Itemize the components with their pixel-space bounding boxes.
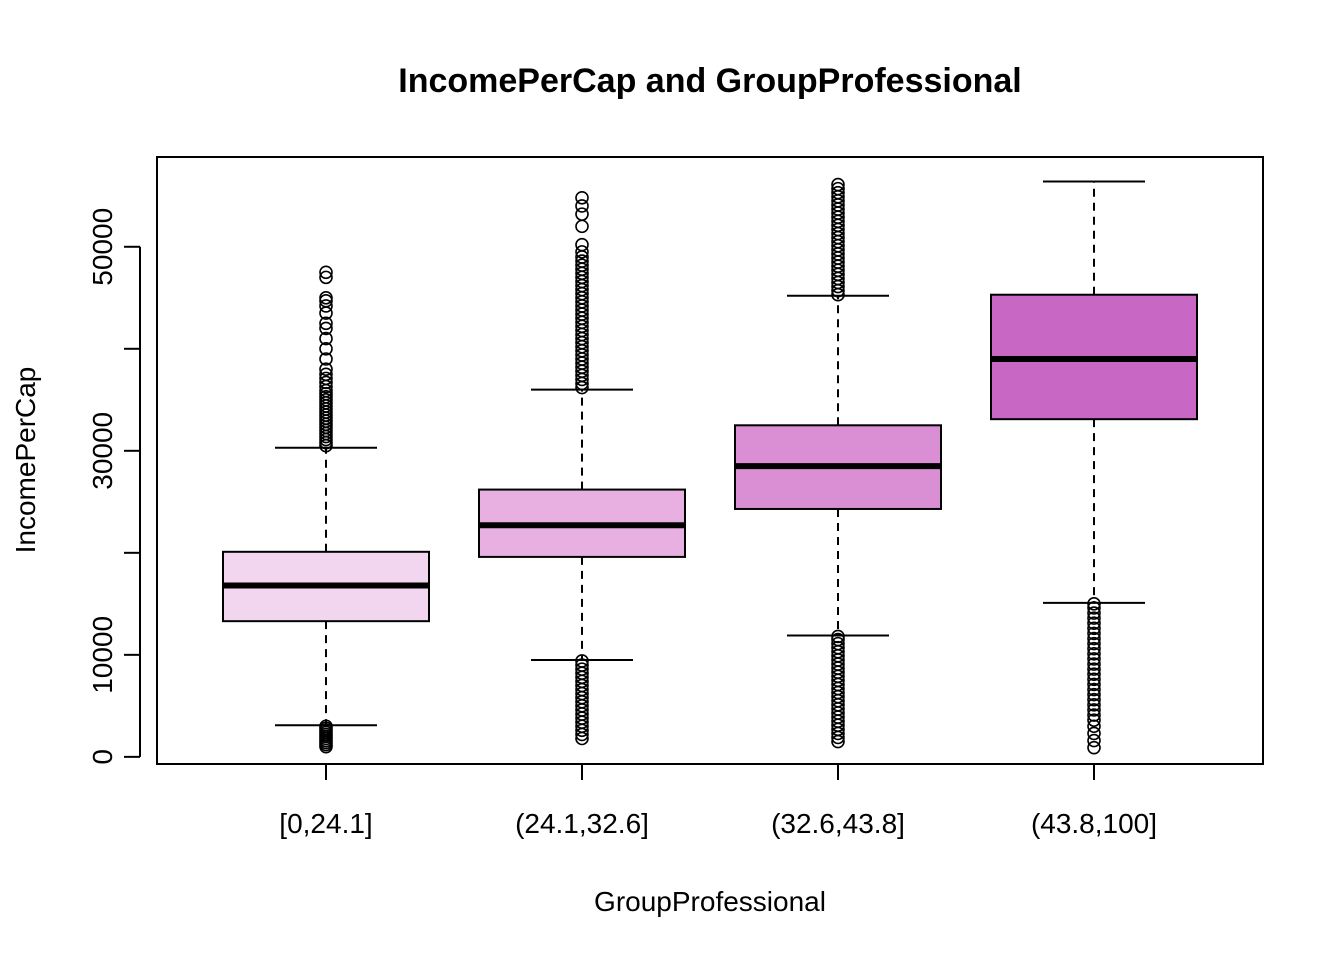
outlier-point [319,316,333,331]
y-tick-label: 0 [87,749,118,765]
outlier-point [1087,621,1101,636]
outlier-point [319,270,333,285]
outlier-point [1087,662,1101,676]
x-tick-label: (24.1,32.6] [515,808,649,839]
outlier-point [831,177,845,192]
outlier-point [1087,626,1101,641]
outlier-point [1087,677,1101,692]
x-tick-label: [0,24.1] [279,808,372,839]
outlier-point [1087,703,1101,717]
outlier-point [319,265,333,280]
outlier-point [1087,682,1101,697]
outlier-point [319,290,333,305]
y-axis: 0 10000 30000 50000 [87,208,141,765]
x-axis: [0,24.1] (24.1,32.6] (32.6,43.8] (43.8,100] [279,763,1157,839]
outlier-point [575,207,589,221]
outlier-point [319,321,333,336]
outlier-point [1087,740,1101,755]
box-1 [222,265,430,754]
outlier-point [1087,647,1101,661]
x-tick-label: (43.8,100] [1031,808,1157,839]
outlier-point [1087,606,1101,620]
x-axis-label: GroupProfessional [594,886,826,917]
y-tick-label: 10000 [87,616,118,694]
outlier-point [1087,672,1101,687]
outlier-point [1087,616,1101,631]
box-4 [990,180,1198,755]
outlier-point [575,654,589,668]
outlier-point [1087,708,1101,722]
outlier-point [319,375,333,390]
outlier-point [575,662,589,676]
outlier-point [575,191,589,205]
y-tick-label: 50000 [87,208,118,286]
outlier-point [575,258,589,272]
outlier-point [1087,631,1101,646]
outlier-point [1087,652,1101,666]
outlier-point [319,341,333,356]
y-axis-label: IncomePerCap [10,367,41,554]
outlier-point [831,185,845,200]
y-tick-label: 30000 [87,412,118,490]
outlier-point [319,362,333,376]
outlier-point [1087,636,1101,651]
outlier-point [1087,698,1101,712]
outlier-point [319,367,333,382]
outlier-point [575,658,589,672]
outlier-point [1087,687,1101,702]
outlier-point [1087,601,1101,615]
box-3 [734,177,942,749]
outlier-point [575,254,589,268]
outlier-point [1087,713,1101,727]
box-2 [478,191,686,746]
outlier-point [319,371,333,386]
outlier-point [1087,692,1101,707]
outlier-point [831,629,845,644]
outlier-point [319,352,333,366]
outlier-point [1087,726,1101,741]
outlier-point [319,299,333,313]
outlier-point [1087,667,1101,682]
outlier-point [831,181,845,196]
outlier-point [1087,733,1101,748]
outlier-point [575,219,589,234]
outlier-point [575,237,589,252]
outlier-point [1087,597,1101,611]
outlier-point [1087,641,1101,656]
x-tick-label: (32.6,43.8] [771,808,905,839]
outlier-point [1087,611,1101,625]
outlier-point [831,636,845,651]
outlier-point [575,245,589,259]
boxes-group [222,177,1198,755]
outlier-point [319,719,333,734]
outlier-point [1087,657,1101,671]
plot-frame [156,156,1264,765]
chart-title: IncomePerCap and GroupProfessional [398,62,1021,100]
outlier-point [575,199,589,213]
outlier-point [319,331,333,346]
